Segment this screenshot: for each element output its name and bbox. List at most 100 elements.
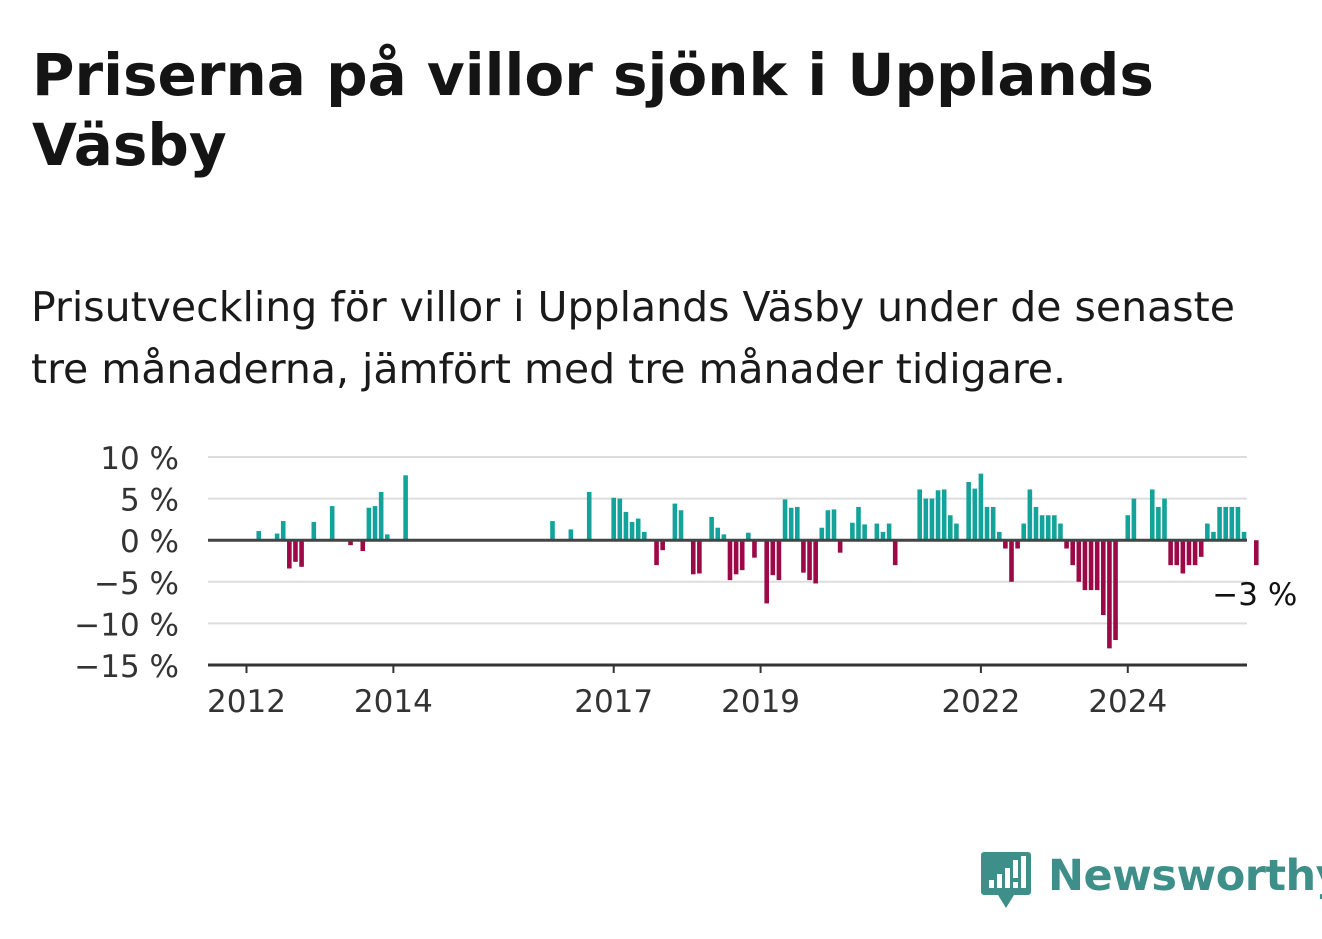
bar (752, 540, 757, 558)
bar (293, 540, 298, 562)
bar (880, 531, 886, 541)
bar (978, 473, 984, 541)
bar (892, 540, 898, 566)
bar (287, 540, 292, 569)
bar (733, 540, 739, 575)
bar (348, 540, 353, 546)
bar (623, 511, 629, 541)
bar (1076, 540, 1082, 582)
bar (1082, 540, 1088, 591)
bar (1211, 531, 1216, 541)
bar (660, 540, 665, 551)
bar (1186, 540, 1192, 566)
x-tick-label: 2022 (941, 684, 1020, 720)
bar (795, 506, 800, 541)
bar (1254, 540, 1259, 566)
bar (568, 529, 574, 541)
bar (1045, 515, 1051, 541)
x-tick-label: 2012 (207, 684, 286, 720)
price-change-bar-chart: 10 % 5 % 0 % −5 % −10 % −15 % 2012 2014 2017 2019… (74, 441, 1297, 720)
bar (1052, 515, 1057, 541)
bar (672, 503, 678, 541)
bar (825, 510, 831, 541)
bar (1180, 540, 1186, 574)
bar (1113, 540, 1118, 641)
bar (586, 491, 592, 541)
last-value-label: −3 % (1212, 577, 1297, 613)
bar (813, 540, 818, 584)
bar (378, 491, 384, 541)
bar (996, 531, 1002, 541)
bar (1021, 523, 1027, 541)
y-tick-label: −5 % (94, 566, 179, 602)
y-tick-label: 5 % (120, 483, 179, 519)
bar (935, 490, 941, 541)
bar (886, 523, 892, 541)
bar (629, 521, 635, 541)
bar (654, 540, 659, 566)
x-tick-label: 2019 (721, 684, 800, 720)
bar (709, 516, 714, 541)
bar (384, 534, 390, 541)
x-tick-label: 2024 (1088, 684, 1167, 720)
newsworthy-logo-icon (981, 852, 1031, 908)
bar (1088, 540, 1094, 591)
bar (635, 518, 641, 541)
bar (311, 521, 317, 541)
bar (550, 521, 555, 541)
bar (837, 540, 843, 553)
bar (972, 488, 978, 541)
bar (1058, 523, 1063, 541)
bar (862, 524, 867, 541)
bar (990, 506, 996, 541)
bar (1217, 506, 1222, 541)
newsworthy-logo: Newsworthy (980, 848, 1322, 912)
bar (776, 540, 782, 581)
bar (1070, 540, 1075, 566)
bars (256, 473, 1259, 649)
bar (1241, 531, 1247, 541)
y-tick-label: −15 % (74, 649, 179, 685)
bar (807, 540, 812, 581)
bar (782, 499, 788, 541)
bar (1192, 540, 1198, 566)
bar (941, 489, 947, 541)
bar (874, 523, 880, 541)
bar (678, 510, 684, 541)
bar (1125, 515, 1131, 541)
bar (770, 540, 776, 576)
bar (1235, 506, 1241, 541)
bar (1223, 506, 1228, 541)
bar (1003, 540, 1008, 549)
brand-name: Newsworthy (1048, 851, 1322, 901)
bar (1156, 506, 1161, 541)
axes (208, 538, 1247, 673)
bar (966, 481, 971, 541)
bar (274, 533, 280, 541)
bar (372, 506, 378, 541)
bar (801, 540, 806, 573)
bar (1131, 498, 1137, 541)
bar (1101, 540, 1106, 616)
bar (611, 497, 616, 541)
bar (721, 534, 727, 541)
bar (856, 506, 861, 541)
labels: 10 % 5 % 0 % −5 % −10 % −15 % 2012 2014 2017 2019… (74, 441, 1297, 720)
bar (1168, 540, 1173, 566)
chart-title: Priserna på villor sjönk i Upplands Väsb… (32, 41, 1154, 179)
bar (360, 540, 366, 552)
bar (642, 531, 647, 541)
bar (617, 498, 623, 541)
bar (1009, 540, 1014, 582)
bar (917, 489, 922, 541)
bar (329, 506, 335, 541)
bar (727, 540, 733, 581)
bar (1174, 540, 1180, 566)
bar (746, 532, 751, 541)
bar (1064, 540, 1069, 549)
y-tick-label: −10 % (74, 607, 179, 643)
bar (697, 540, 702, 574)
bar (831, 509, 837, 541)
bar (948, 515, 953, 541)
bar (1015, 540, 1020, 549)
